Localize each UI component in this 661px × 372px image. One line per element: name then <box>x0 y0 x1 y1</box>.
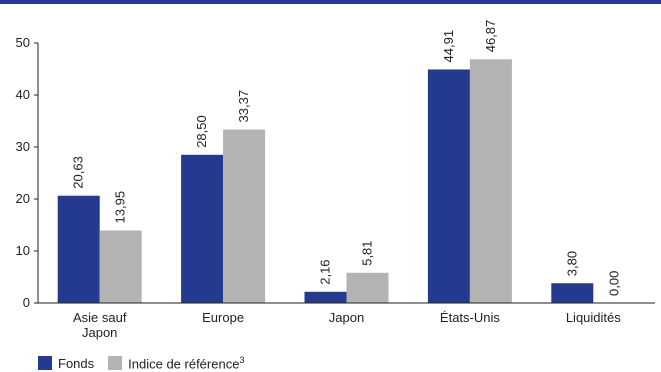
bar-fonds <box>181 154 224 303</box>
bar-fonds <box>57 195 100 303</box>
x-category-label: Europe <box>202 310 244 325</box>
x-category-label: Japon <box>82 325 117 340</box>
y-tick-label: 20 <box>16 191 30 206</box>
bars <box>57 59 594 303</box>
data-label: 5,81 <box>360 240 375 265</box>
data-label: 3,80 <box>564 251 579 276</box>
y-tick-label: 30 <box>16 139 30 154</box>
data-label: 13,95 <box>113 191 128 224</box>
legend: Fonds Indice de référence3 <box>38 354 258 372</box>
y-tick-label: 50 <box>16 35 30 50</box>
bar-fonds <box>427 69 470 303</box>
legend-label-indice: Indice de référence3 <box>128 355 244 371</box>
data-label: 33,37 <box>236 90 251 123</box>
data-labels: 20,63 13,95 28,50 33,37 2,16 5,81 44,91 46,87 3,… <box>71 20 622 296</box>
bar-chart: 0 10 20 30 40 50 20,63 13,95 28,50 33,37 2,16 5,81… <box>16 20 655 340</box>
top-accent-rule <box>0 0 661 4</box>
y-tick-label: 40 <box>16 87 30 102</box>
bar-fonds <box>304 291 347 303</box>
legend-item-fonds: Fonds <box>38 356 94 371</box>
data-label: 2,16 <box>318 259 333 284</box>
legend-swatch-fonds <box>38 356 52 370</box>
bar-fonds <box>551 283 594 303</box>
bar-indice <box>469 59 512 303</box>
data-label: 20,63 <box>71 156 86 189</box>
x-category-label: États-Unis <box>440 310 500 325</box>
x-category-label: Japon <box>329 310 364 325</box>
legend-label-fonds: Fonds <box>58 355 95 371</box>
x-category-label: Asie sauf <box>73 310 127 325</box>
legend-label-indice-text: Indice de référence <box>128 356 240 372</box>
legend-superscript: 3 <box>239 354 245 365</box>
data-label: 44,91 <box>441 30 456 63</box>
y-tick-label: 0 <box>23 295 30 310</box>
data-label: 28,50 <box>194 115 209 148</box>
data-label: 0,00 <box>606 271 621 296</box>
x-category-label: Liquidités <box>566 310 621 325</box>
bar-indice <box>346 272 389 303</box>
y-axis: 0 10 20 30 40 50 <box>16 35 39 310</box>
y-tick-label: 10 <box>16 243 30 258</box>
bar-indice <box>99 230 142 303</box>
legend-swatch-indice <box>108 355 123 370</box>
data-label: 46,87 <box>483 20 498 53</box>
legend-item-indice: Indice de référence3 <box>108 355 244 371</box>
bar-indice <box>223 129 266 303</box>
